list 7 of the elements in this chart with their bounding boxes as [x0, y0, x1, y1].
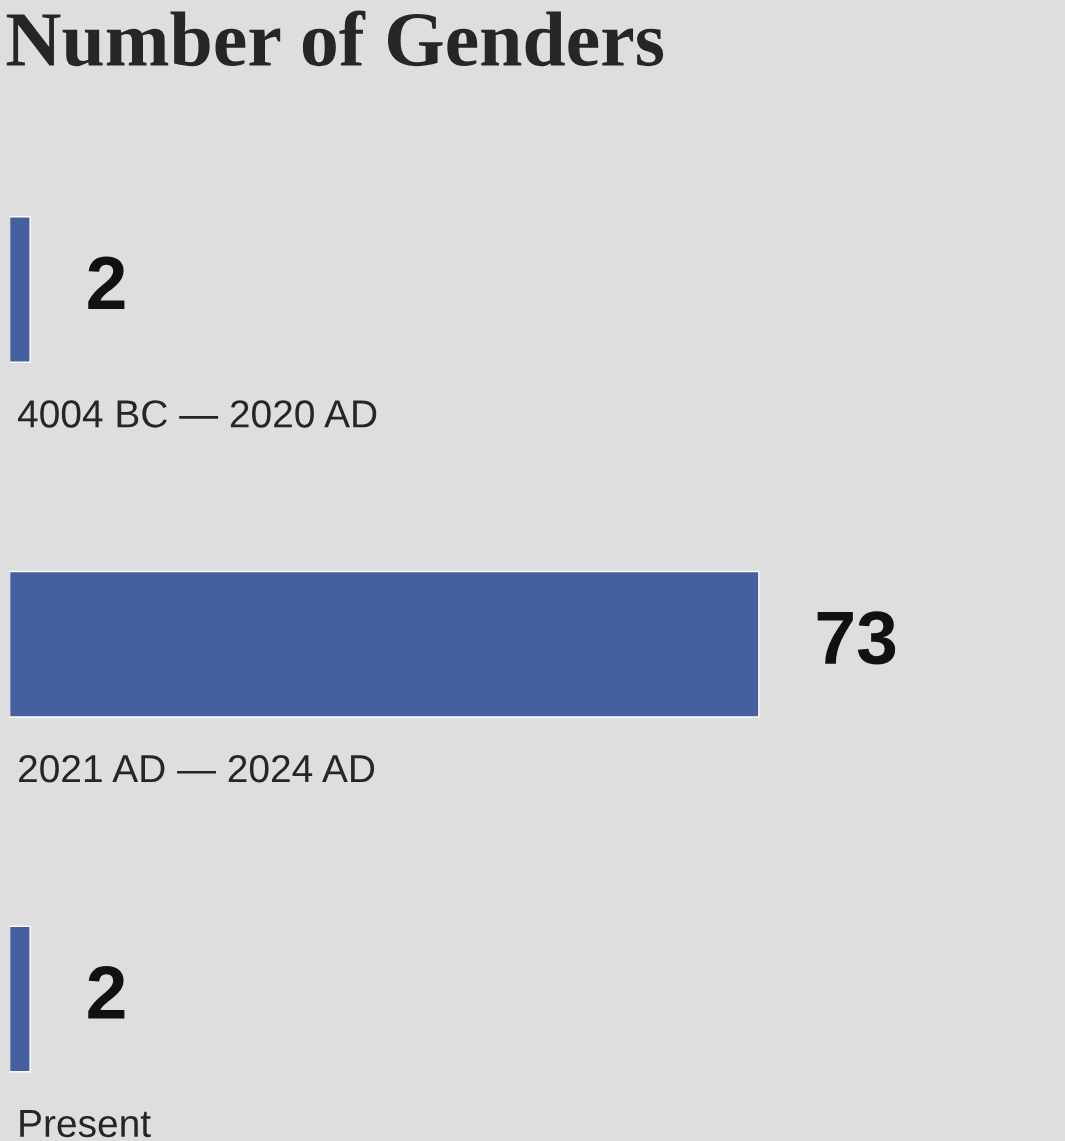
data-label: 2 — [88, 256, 125, 309]
y-tick-label: 4004 BC — 2020 AD — [17, 400, 377, 428]
data-label: 73 — [817, 611, 896, 665]
y-tick-label: Present — [20, 1110, 151, 1138]
data-label: 2 — [88, 966, 125, 1019]
y-tick-label: 2021 AD — 2024 AD — [19, 754, 375, 783]
chart-title: Number of Genders — [6, 10, 664, 67]
